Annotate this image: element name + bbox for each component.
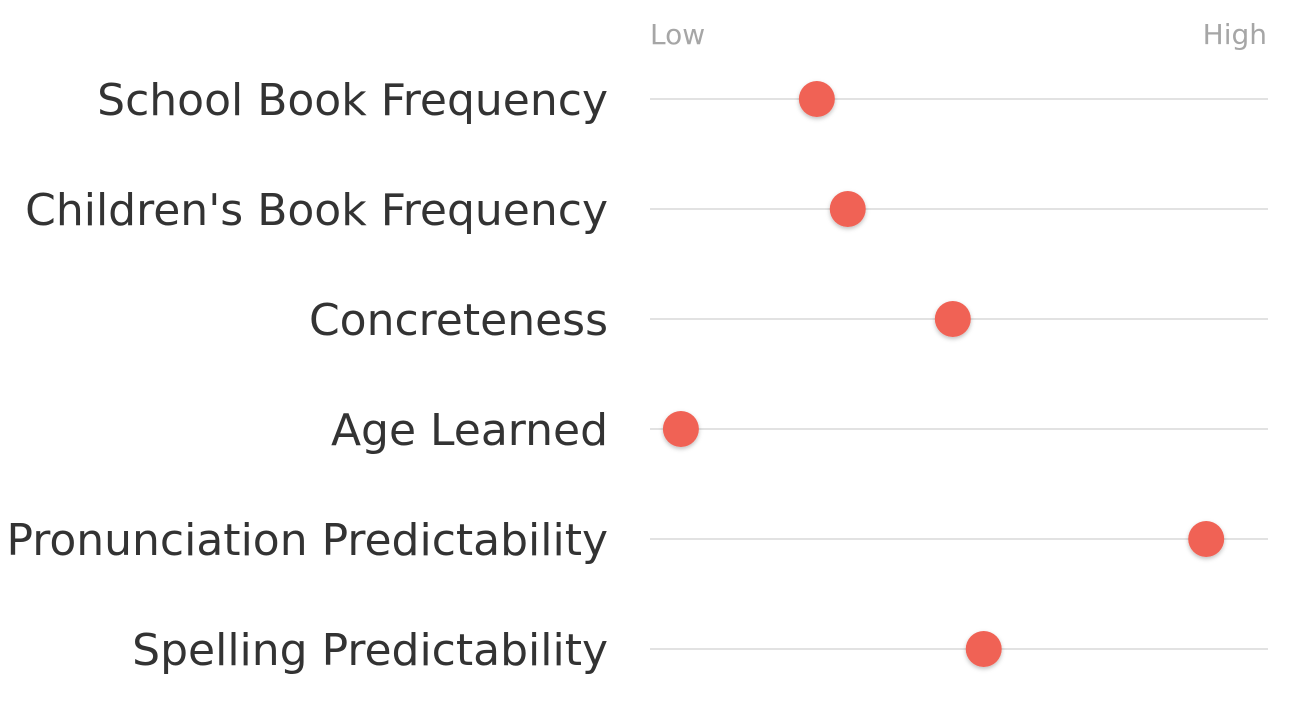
row-label: Pronunciation Predictability [6, 515, 608, 566]
row-label: School Book Frequency [97, 75, 608, 126]
value-dot [1188, 521, 1225, 557]
value-dot [829, 191, 866, 227]
chart-rows: School Book Frequency Children's Book Fre… [6, 75, 1268, 676]
scale-low-label: Low [650, 18, 705, 51]
value-dot [798, 81, 835, 117]
value-dot [965, 631, 1002, 667]
row-label: Age Learned [331, 405, 608, 456]
row-label: Children's Book Frequency [25, 185, 608, 236]
scale-high-label: High [1203, 18, 1267, 51]
row-label: Concreteness [309, 295, 608, 346]
value-dot [934, 301, 971, 337]
value-dot [662, 411, 699, 447]
row-label: Spelling Predictability [132, 625, 608, 676]
